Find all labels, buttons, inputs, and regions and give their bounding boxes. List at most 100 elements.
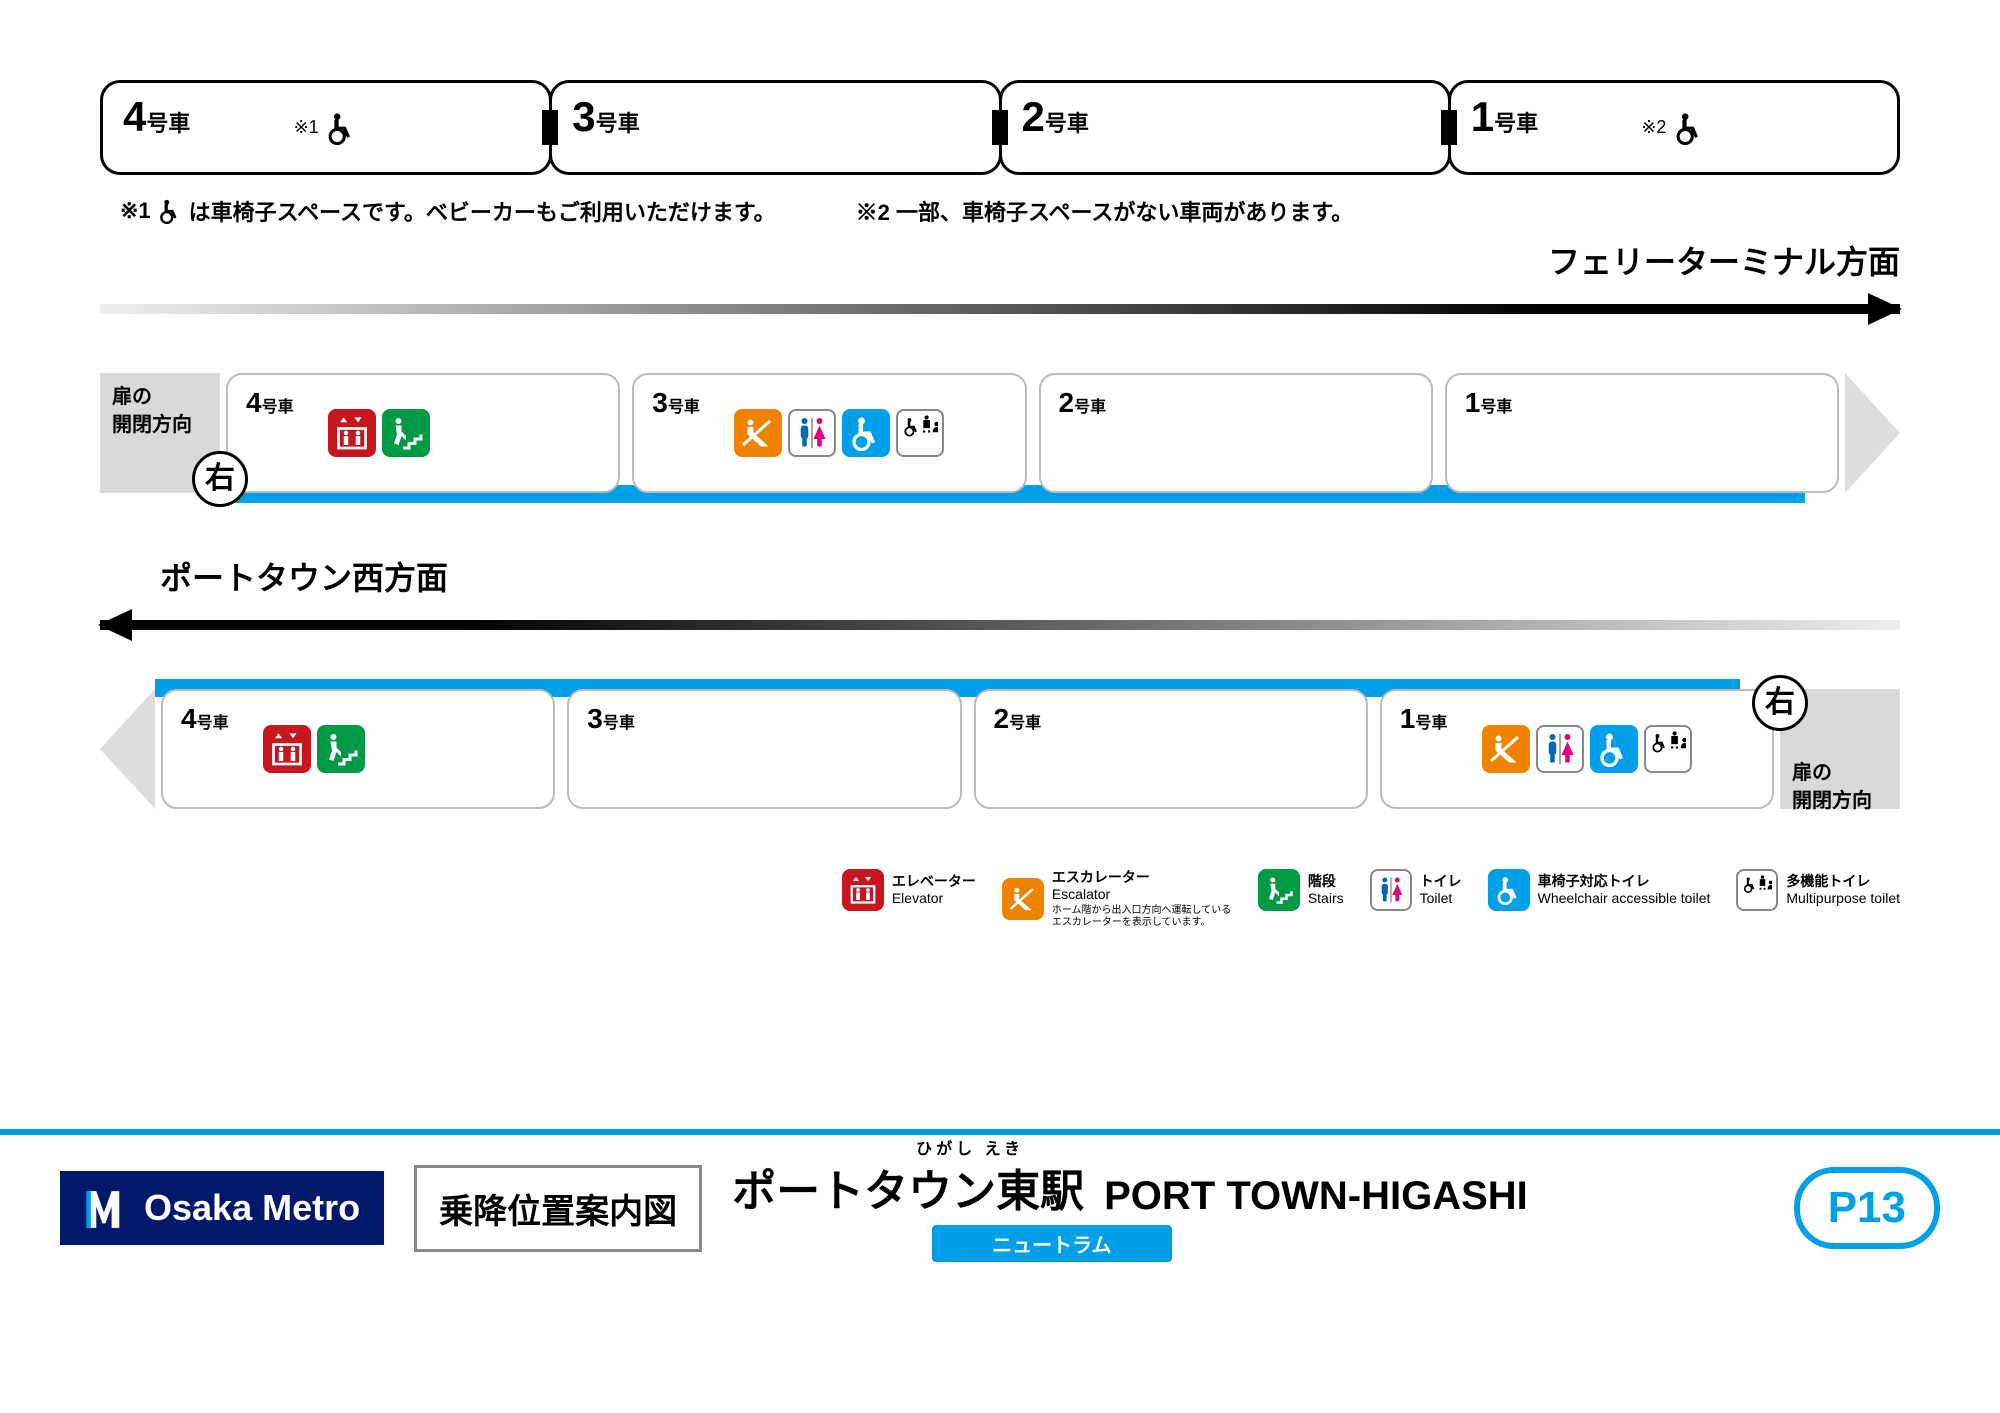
car-number: 1 <box>1465 387 1481 418</box>
platform-car: 3号車 <box>632 373 1026 493</box>
line-name-badge: ニュートラム <box>932 1225 1171 1262</box>
direction-a-arrow <box>100 295 1900 323</box>
legend-text: 階段Stairs <box>1308 873 1344 907</box>
platform-car: 1号車 <box>1380 689 1774 809</box>
platform-a: 扉の 開閉方向 右 4号車3号車2号車1号車 <box>100 373 1900 493</box>
legend-text: エレベーターElevator <box>892 873 976 907</box>
escalator-icon <box>1482 725 1530 773</box>
door-direction-block: 扉の 開閉方向 右 <box>100 373 220 493</box>
door-side-circle: 右 <box>192 451 248 507</box>
platform-car: 2号車 <box>974 689 1368 809</box>
platform-car: 4号車 <box>161 689 555 809</box>
station-info: ひがし えき ポートタウン東駅 PORT TOWN-HIGASHI ニュートラム <box>732 1155 1764 1262</box>
legend-item: エスカレーターEscalatorホーム階から出入口方向へ運転しているエスカレータ… <box>1002 869 1232 929</box>
car-number: 2 <box>1022 93 1045 140</box>
top-train: 4号車※13号車2号車1号車※2 <box>100 80 1900 175</box>
elevator-icon <box>328 409 376 457</box>
wctoilet-icon <box>1488 869 1530 911</box>
wheelchair-mark: ※2 <box>1641 111 1706 145</box>
station-name-jp: ひがし えき ポートタウン東駅 <box>732 1155 1084 1219</box>
toilet-icon <box>788 409 836 457</box>
note2-text: ※2 一部、車椅子スペースがない車両があります。 <box>856 195 1354 227</box>
station-code-badge: P13 <box>1794 1167 1940 1249</box>
metro-m-icon <box>84 1185 130 1231</box>
car-number: 4 <box>181 703 197 734</box>
car-suffix: 号車 <box>1494 111 1538 136</box>
car-number: 2 <box>994 703 1010 734</box>
elevator-icon <box>263 725 311 773</box>
platform-b-point <box>100 689 155 809</box>
platform-a-point <box>1845 373 1900 493</box>
facility-icons <box>1482 725 1692 773</box>
car-suffix: 号車 <box>596 111 640 136</box>
direction-b-arrow <box>100 611 1900 639</box>
platform-car: 4号車 <box>226 373 620 493</box>
footer: Osaka Metro 乗降位置案内図 ひがし えき ポートタウン東駅 PORT… <box>0 1135 2000 1282</box>
car-number: 3 <box>572 93 595 140</box>
brand-text: Osaka Metro <box>144 1187 360 1229</box>
escalator-icon <box>734 409 782 457</box>
top-car: 4号車 ※1 <box>100 80 552 175</box>
car-suffix: 号車 <box>1415 715 1447 732</box>
car-suffix: 号車 <box>197 715 229 732</box>
car-suffix: 号車 <box>1045 111 1089 136</box>
legend-text: エスカレーターEscalatorホーム階から出入口方向へ運転しているエスカレータ… <box>1052 869 1232 929</box>
wctoilet-icon <box>1590 725 1638 773</box>
car-number: 4 <box>123 93 146 140</box>
car-suffix: 号車 <box>262 399 294 416</box>
top-car: 1号車 ※2 <box>1448 80 1900 175</box>
legend-item: トイレToilet <box>1370 869 1462 911</box>
stairs-icon <box>382 409 430 457</box>
car-number: 2 <box>1059 387 1075 418</box>
platform-car: 1号車 <box>1445 373 1839 493</box>
wctoilet-icon <box>842 409 890 457</box>
note1-text: は車椅子スペースです。ベビーカーもご利用いただけます。 <box>189 195 776 227</box>
multi-icon <box>1736 869 1778 911</box>
elevator-icon <box>842 869 884 911</box>
car-number: 3 <box>652 387 668 418</box>
legend: エレベーターElevator エスカレーターEscalatorホーム階から出入口方… <box>100 869 1900 929</box>
car-suffix: 号車 <box>1480 399 1512 416</box>
door-label: 扉の 開閉方向 <box>112 383 208 439</box>
car-suffix: 号車 <box>1009 715 1041 732</box>
legend-item: 車椅子対応トイレWheelchair accessible toilet <box>1488 869 1711 911</box>
stairs-icon <box>317 725 365 773</box>
facility-icons <box>734 409 944 457</box>
car-number: 1 <box>1400 703 1416 734</box>
direction-b-label: ポートタウン西方面 <box>160 553 1900 599</box>
car-number: 4 <box>246 387 262 418</box>
osaka-metro-logo: Osaka Metro <box>60 1171 384 1245</box>
facility-icons <box>263 725 365 773</box>
door-side-circle: 右 <box>1752 675 1808 731</box>
multi-icon <box>896 409 944 457</box>
legend-item: エレベーターElevator <box>842 869 976 911</box>
platform-b: 4号車3号車2号車1号車 右 扉の 開閉方向 <box>100 689 1900 809</box>
door-direction-block: 右 扉の 開閉方向 <box>1780 689 1900 809</box>
platform-car: 3号車 <box>567 689 961 809</box>
note1-prefix: ※1 <box>120 198 151 224</box>
car-number: 1 <box>1471 93 1494 140</box>
door-label: 扉の 開閉方向 <box>1792 759 1888 815</box>
wheelchair-icon <box>157 198 183 224</box>
legend-text: トイレToilet <box>1420 873 1462 907</box>
top-car: 2号車 <box>999 80 1451 175</box>
guide-title: 乗降位置案内図 <box>414 1165 702 1252</box>
station-ruby: ひがし えき <box>916 1135 1024 1159</box>
multi-icon <box>1644 725 1692 773</box>
car-suffix: 号車 <box>146 111 190 136</box>
platform-car: 2号車 <box>1039 373 1433 493</box>
escalator-icon <box>1002 878 1044 920</box>
car-number: 3 <box>587 703 603 734</box>
car-suffix: 号車 <box>603 715 635 732</box>
stairs-icon <box>1258 869 1300 911</box>
station-name-en: PORT TOWN-HIGASHI <box>1104 1174 1528 1219</box>
wheelchair-notes: ※1 は車椅子スペースです。ベビーカーもご利用いただけます。 ※2 一部、車椅子… <box>120 195 1900 227</box>
toilet-icon <box>1536 725 1584 773</box>
top-car: 3号車 <box>549 80 1001 175</box>
car-suffix: 号車 <box>668 399 700 416</box>
wheelchair-mark: ※1 <box>294 111 359 145</box>
toilet-icon <box>1370 869 1412 911</box>
legend-text: 多機能トイレMultipurpose toilet <box>1786 873 1900 907</box>
direction-a-label: フェリーターミナル方面 <box>100 237 1900 283</box>
facility-icons <box>328 409 430 457</box>
